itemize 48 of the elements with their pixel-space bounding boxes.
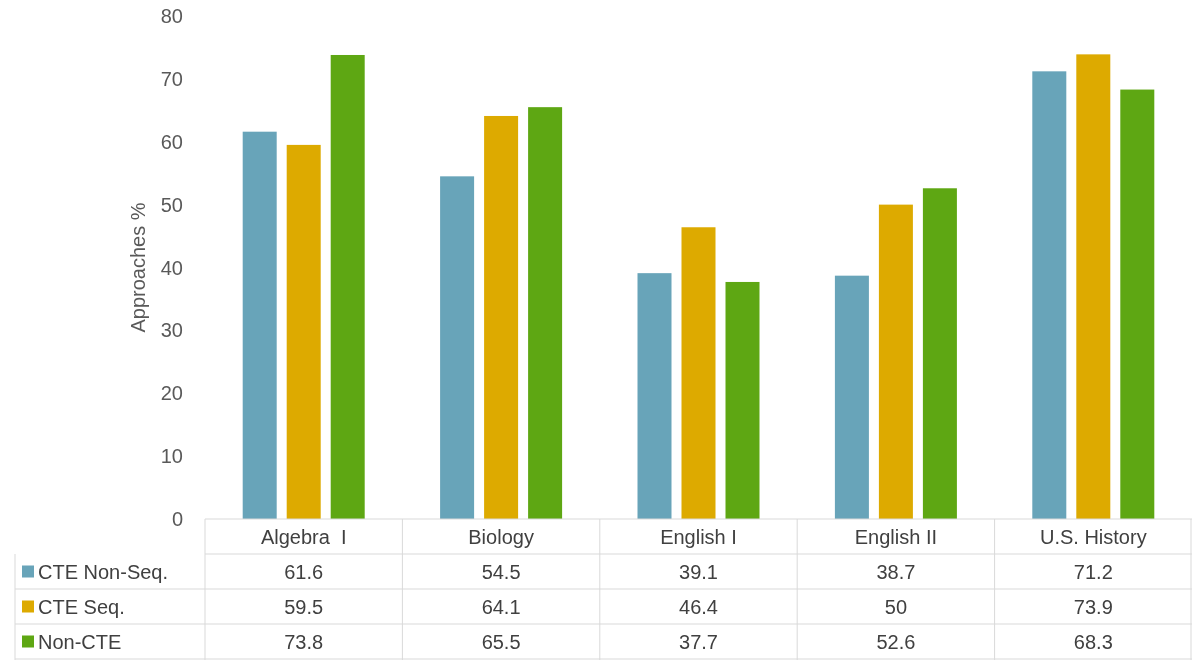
bar [637, 273, 672, 519]
bar [484, 115, 519, 519]
data-label: 39.1 [679, 560, 718, 583]
bar [725, 281, 760, 519]
x-tick-label: Algebra I [260, 525, 347, 548]
data-label: 64.1 [481, 595, 521, 618]
bar [834, 275, 869, 519]
bar [1120, 89, 1155, 519]
data-label: 73.8 [284, 630, 324, 653]
bar [286, 144, 321, 519]
legend-label: CTE Non-Seq. [38, 560, 169, 583]
x-tick-label: English I [660, 525, 737, 548]
data-label: 68.3 [1073, 630, 1113, 653]
bar [440, 176, 475, 519]
legend-label: CTE Seq. [38, 595, 125, 618]
y-tick-label: 80 [160, 5, 183, 27]
bar [1076, 54, 1111, 519]
bar [922, 188, 957, 519]
data-label: 54.5 [481, 560, 521, 583]
bar [878, 204, 913, 519]
data-label: 50 [884, 595, 908, 618]
data-label: 71.2 [1073, 560, 1113, 583]
x-tick-label: U.S. History [1039, 525, 1147, 548]
y-tick-label: 20 [160, 382, 183, 405]
data-label: 38.7 [876, 560, 916, 583]
y-tick-label: 10 [160, 445, 183, 468]
y-tick-label: 0 [171, 508, 183, 530]
x-tick-label: Biology [468, 525, 534, 548]
data-label: 37.7 [679, 630, 718, 653]
y-tick-label: 50 [160, 193, 183, 216]
x-tick-label: English II [854, 525, 938, 548]
bar [330, 54, 365, 519]
data-label: 73.9 [1073, 595, 1113, 618]
data-label: 52.6 [876, 630, 916, 653]
bar [1032, 71, 1067, 519]
y-tick-label: 40 [160, 256, 183, 279]
data-label: 61.6 [284, 560, 324, 583]
data-label: 65.5 [481, 630, 521, 653]
bar [681, 227, 716, 519]
y-tick-label: 60 [160, 130, 183, 153]
data-label: 46.4 [679, 595, 718, 618]
bar [528, 107, 563, 519]
bar [242, 131, 277, 519]
y-axis-title: Approaches % [127, 202, 149, 333]
legend-label: Non-CTE [38, 630, 122, 653]
y-tick-label: 70 [160, 67, 183, 90]
data-label: 59.5 [284, 595, 324, 618]
y-tick-label: 30 [160, 319, 183, 342]
